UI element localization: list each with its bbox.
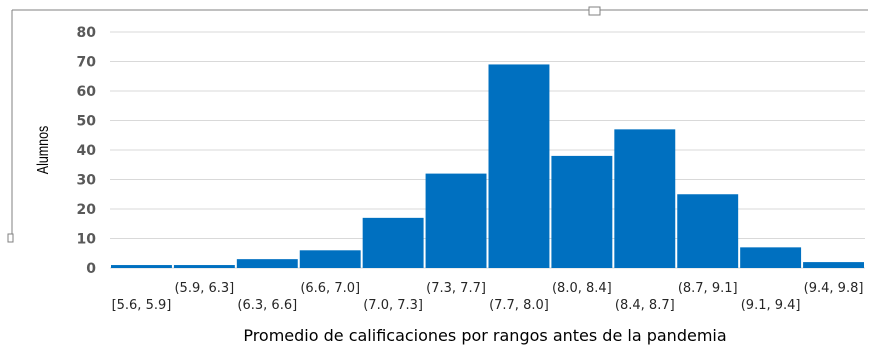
y-axis-label: Alumnos <box>35 126 53 174</box>
bar <box>236 259 298 268</box>
bar <box>173 265 235 268</box>
x-tick-label: (8.4, 8.7] <box>615 298 675 313</box>
bar <box>803 262 864 268</box>
bar <box>425 173 487 268</box>
y-tick-label: 10 <box>77 232 97 248</box>
x-tick-label: (8.0, 8.4] <box>552 281 612 296</box>
x-tick-label: (7.7, 8.0] <box>489 298 549 313</box>
bar <box>740 247 802 268</box>
bars <box>111 64 864 268</box>
bar <box>488 64 550 268</box>
x-tick-label: (7.3, 7.7] <box>426 281 486 296</box>
x-tick-label: (9.1, 9.4] <box>741 298 801 313</box>
left-resize-handle[interactable] <box>7 233 14 243</box>
y-tick-label: 0 <box>86 261 96 277</box>
x-tick-label: (8.7, 9.1] <box>678 281 738 296</box>
bar <box>362 217 424 268</box>
y-tick-labels: 0 10 20 30 40 50 60 70 80 <box>77 25 97 277</box>
y-tick-label: 20 <box>77 202 97 218</box>
y-tick-label: 40 <box>77 143 97 159</box>
y-tick-label: 50 <box>77 114 97 130</box>
x-tick-label: (9.4, 9.8] <box>804 281 864 296</box>
x-tick-label: (7.0, 7.3] <box>363 298 423 313</box>
gridlines <box>110 31 865 269</box>
bar <box>614 129 676 268</box>
y-tick-label: 70 <box>77 55 97 71</box>
y-tick-label: 30 <box>77 173 97 189</box>
y-tick-label: 80 <box>77 25 97 41</box>
bar <box>677 194 739 268</box>
x-axis-label: Promedio de calificaciones por rangos an… <box>243 326 726 345</box>
x-tick-label: (6.6, 7.0] <box>300 281 360 296</box>
bar <box>299 250 361 268</box>
x-tick-label: (6.3, 6.6] <box>237 298 297 313</box>
bar <box>551 155 613 268</box>
x-tick-label: (5.9, 6.3] <box>174 281 234 296</box>
y-tick-label: 60 <box>77 84 97 100</box>
x-tick-labels: [5.6, 5.9](5.9, 6.3](6.3, 6.6](6.6, 7.0]… <box>112 281 864 313</box>
bar <box>111 265 172 268</box>
x-tick-label: [5.6, 5.9] <box>112 298 172 313</box>
top-resize-handle[interactable] <box>588 6 601 16</box>
